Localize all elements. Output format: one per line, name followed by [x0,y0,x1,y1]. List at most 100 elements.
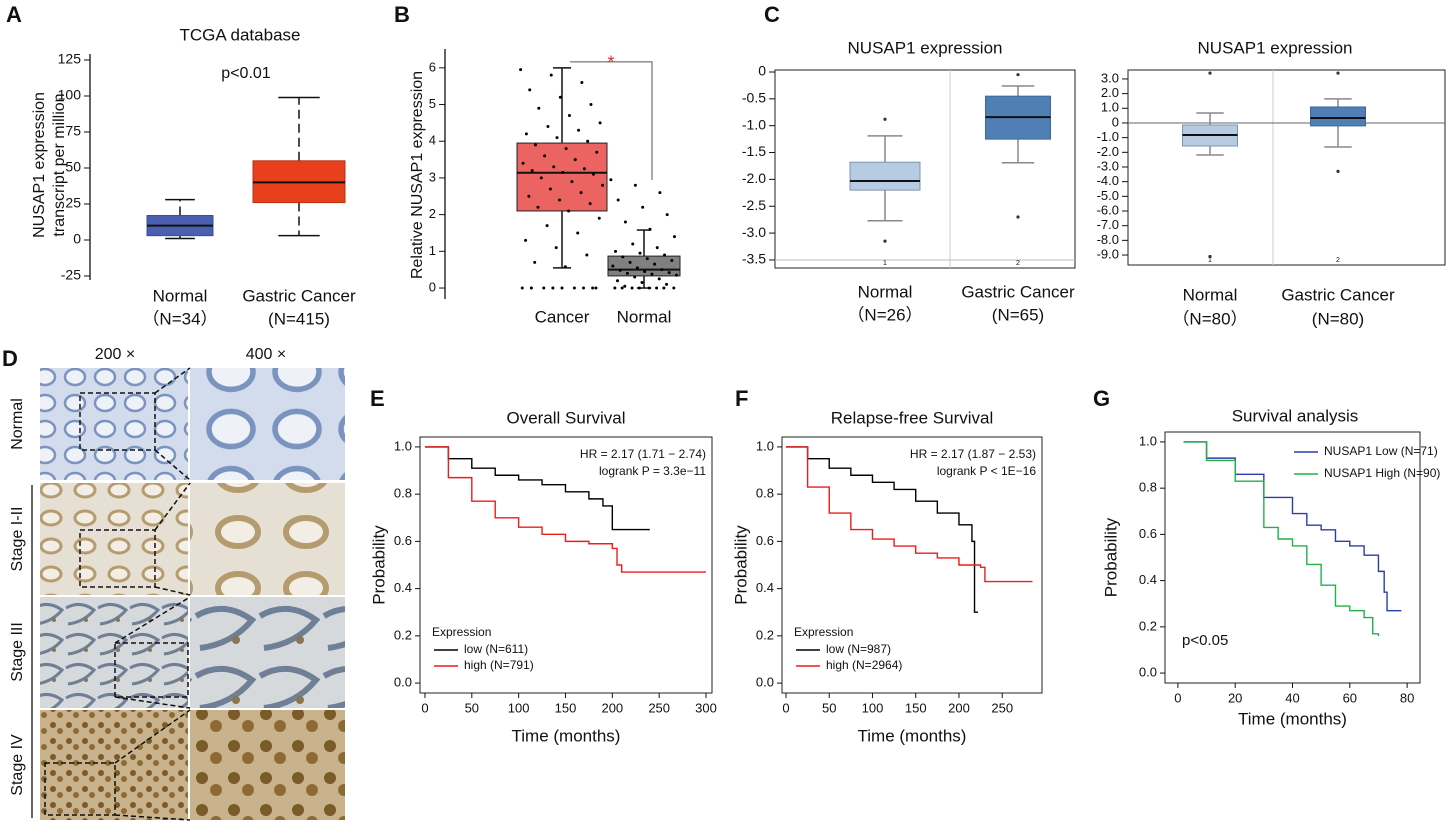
data-point [533,260,537,264]
magnification: 200 × [95,346,135,363]
chart: NUSAP1 expression3.02.01.00-1.0-2.0-3.0-… [1097,38,1446,328]
data-point [582,167,586,171]
data-point [543,154,547,158]
y-tick-label: 0.4 [756,580,774,595]
data-point [657,277,661,281]
y-tick-label: 0.0 [756,675,774,690]
y-tick-label: 1.0 [1101,100,1119,115]
panel-label: A [6,2,22,27]
y-axis-label: Probability [1101,517,1120,597]
box [516,142,608,212]
micrograph [40,483,188,595]
x-tick-label: Gastric Cancer [961,282,1075,301]
x-tick-label: 150 [905,700,927,715]
data-point [537,106,541,110]
micrograph [40,368,188,480]
x-tick-label: Normal [617,307,672,326]
x-tick-label: 50 [822,700,836,715]
survival-curve [785,446,978,613]
outlier [883,239,887,243]
y-tick-label: 0.4 [1139,572,1157,587]
y-tick-label: 1.0 [394,438,412,453]
plot-frame [419,436,713,694]
x-tick-label: Normal [153,286,208,305]
y-tick-label: -1.0 [1097,129,1119,144]
data-point [534,143,538,147]
x-tick-label: 0 [782,700,789,715]
box [1310,106,1366,127]
group-id: 1 [883,260,887,267]
data-point [542,286,546,290]
group-id: 2 [1016,260,1020,267]
legend-label: NUSAP1 High (N=90) [1324,466,1440,480]
data-point [648,227,652,231]
data-point [586,139,590,143]
y-tick-label: 1.0 [756,438,774,453]
data-point [524,238,528,242]
data-point [609,178,613,182]
data-point [638,251,642,255]
outlier [1016,215,1020,219]
data-point [554,246,558,250]
data-point [662,286,666,290]
data-point [635,266,639,270]
y-tick-label: 5 [429,96,436,111]
chart: Overall Survival 0.0 0.2 0.4 0.6 0.8 1.0 0 50 100… [369,408,716,745]
y-tick-label: -3.0 [1097,158,1119,173]
data-point [613,286,617,290]
data-point [576,231,580,235]
data-point [572,286,576,290]
y-tick-label: -3.5 [742,251,766,267]
data-point [597,216,601,220]
data-point [564,147,568,151]
data-point [643,270,647,274]
data-point [611,264,615,268]
y-tick-label: 0 [73,231,81,247]
annotation: p<0.05 [1182,632,1228,649]
category-count: （N=80） [1172,309,1247,328]
category-count: (N=415) [268,309,330,328]
y-tick-label: -25 [61,267,81,283]
x-tick-label: Cancer [535,307,590,326]
y-tick-label: 2 [429,206,436,221]
category-count: （N=34） [142,309,217,328]
survival-curve [1183,441,1380,637]
x-tick-label: 200 [948,700,970,715]
x-tick-label: Gastric Cancer [242,286,356,305]
data-point [591,172,595,176]
data-point [591,286,595,290]
data-point [601,183,605,187]
x-tick-label: Normal [1183,285,1238,304]
data-point [655,286,659,290]
data-point [620,286,624,290]
data-point [588,202,592,206]
y-tick-label: -4.0 [1097,173,1119,188]
chart: Relapse-free Survival 0.0 0.2 0.4 0.6 0.8 1.0 0… [731,408,1043,745]
data-point [645,257,649,261]
y-tick-label: -6.0 [1097,202,1119,217]
data-point [570,180,574,184]
y-tick-label: -0.5 [742,90,766,106]
data-point [573,158,577,162]
y-tick-label: 0.6 [1139,526,1157,541]
y-tick-label: 0.8 [756,486,774,501]
y-tick-label: -2.5 [742,197,766,213]
data-point [589,103,593,107]
y-tick-label: 100 [58,87,82,103]
micrograph [190,597,345,708]
chart: Survival analysis 0.0 0.2 0.4 0.6 0.8 1.0 0 20 40… [1101,406,1440,728]
category-count: (N=80) [1312,309,1364,328]
x-tick-label: 50 [465,700,479,715]
x-tick-label: 0 [421,700,428,715]
y-tick-label: 0 [758,63,766,79]
plot-frame [781,436,1043,694]
chart: NUSAP1 expression 0 -0.5 -1.0 -1.5 -2.0 -2.5 -3… [742,38,1076,324]
x-tick-label: Gastric Cancer [1281,285,1395,304]
data-point [580,81,584,85]
outlier [1208,71,1212,75]
data-point [647,286,651,290]
data-point [582,286,586,290]
x-tick-label: 100 [508,700,530,715]
